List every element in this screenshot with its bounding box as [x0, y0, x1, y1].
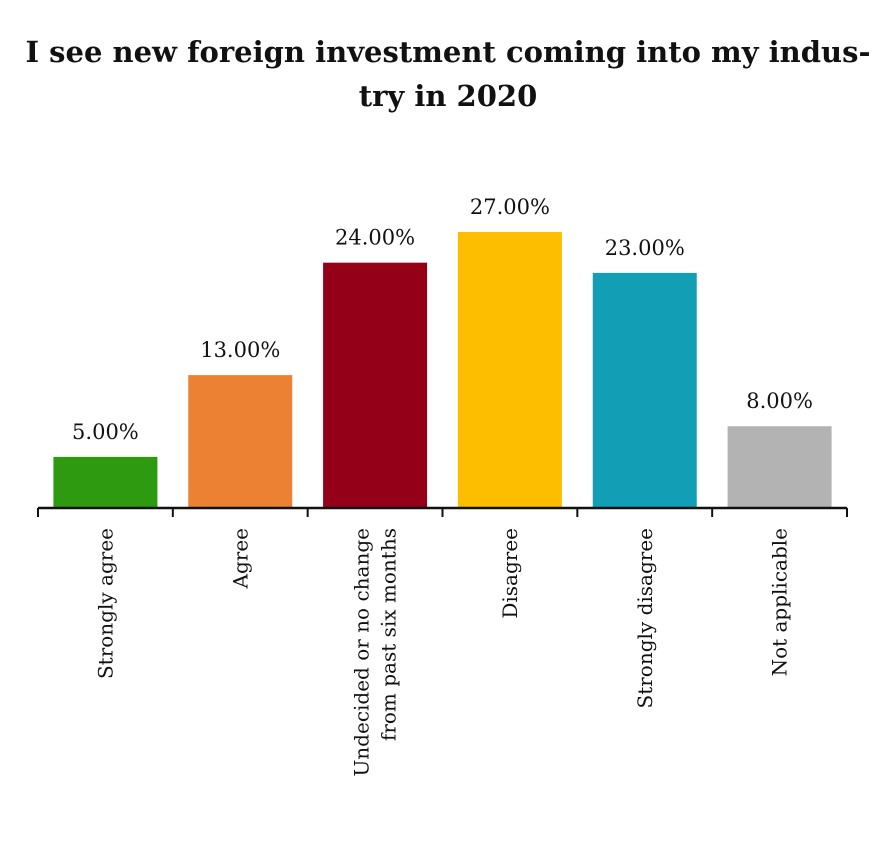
category-label-undecided-or-no-change-from-past-six-months-line-1: Undecided or no change — [350, 528, 374, 777]
bars-group — [53, 232, 831, 508]
bar-disagree — [458, 232, 562, 508]
category-label-undecided-or-no-change-from-past-six-months-line-2: from past six months — [377, 528, 401, 741]
value-label-strongly-agree: 5.00% — [72, 420, 139, 444]
bar-strongly-agree — [53, 457, 157, 508]
value-labels-group: 5.00% 13.00% 24.00% 27.00% 23.00% 8.00% — [72, 195, 813, 444]
value-label-strongly-disagree: 23.00% — [605, 236, 685, 260]
category-label-strongly-disagree: Strongly disagree — [633, 528, 657, 709]
category-label-not-applicable: Not applicable — [768, 528, 792, 676]
category-label-agree: Agree — [228, 528, 252, 589]
category-labels-group: Strongly agree Agree Undecided or no chang… — [93, 528, 791, 777]
value-label-not-applicable: 8.00% — [746, 389, 813, 413]
bar-strongly-disagree — [593, 273, 697, 508]
bar-undecided-or-no-change-from-past-six-months — [323, 263, 427, 508]
value-label-disagree: 27.00% — [470, 195, 550, 219]
category-label-strongly-agree: Strongly agree — [93, 528, 117, 679]
bar-agree — [188, 375, 292, 508]
category-label-disagree: Disagree — [498, 528, 522, 619]
value-label-undecided-or-no-change-from-past-six-months: 24.00% — [335, 226, 415, 250]
bar-not-applicable — [728, 426, 832, 508]
x-axis — [38, 508, 847, 517]
value-label-agree: 13.00% — [200, 338, 280, 362]
